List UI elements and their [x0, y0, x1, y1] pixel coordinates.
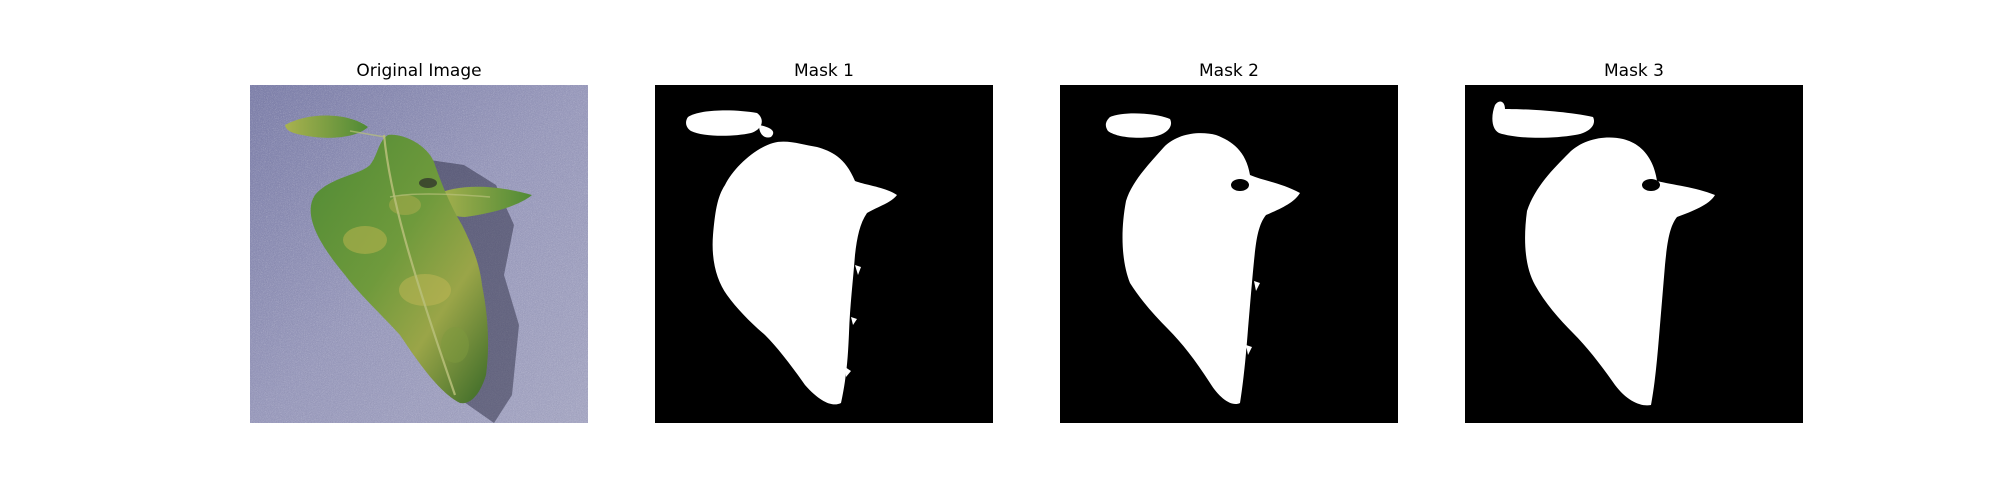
mask-1-title: Mask 1 [793, 61, 854, 81]
mask-3-image [1465, 85, 1803, 423]
original-image-title: Original Image [356, 61, 482, 81]
mask-3-title: Mask 3 [1603, 61, 1664, 81]
original-image-panel: Original Image [250, 57, 588, 423]
mask-2-image [1060, 85, 1398, 423]
mask-1-image [655, 85, 993, 423]
mask-2-panel: Mask 2 [1060, 57, 1398, 423]
mask-2-title: Mask 2 [1198, 61, 1259, 81]
original-leaf-photo [250, 85, 588, 423]
mask-3-panel: Mask 3 [1465, 57, 1803, 423]
mask-1-panel: Mask 1 [655, 57, 993, 423]
